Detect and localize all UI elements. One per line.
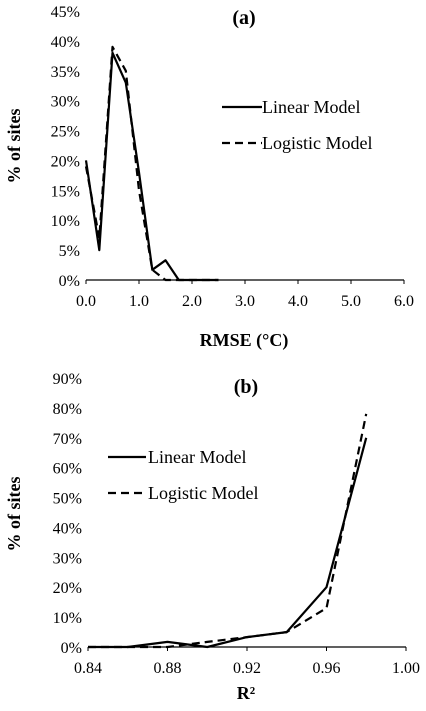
panel-b-logistic-model-line (88, 413, 368, 649)
panel-b-y-tick-label: 30% (53, 550, 82, 567)
panel-b-x-tick-labels: 0.84 0.88 0.92 0.96 1.00 (74, 647, 420, 677)
panel-b-label: (b) (234, 376, 258, 398)
panel-b-x-tick-label: 0.84 (74, 660, 102, 677)
panel-a-y-tick-label: 25% (51, 124, 80, 141)
panel-b-x-axis-title: R² (237, 683, 255, 703)
panel-b-y-tick-label: 40% (53, 520, 82, 537)
panel-a-logistic-model-line (84, 45, 219, 282)
panel-a-label: (a) (232, 7, 255, 29)
panel-a-y-tick-label: 30% (51, 94, 80, 111)
panel-b-y-tick-label: 70% (53, 431, 82, 448)
panel-b-y-tick-label: 50% (53, 491, 82, 508)
panel-b-y-axis-title: % of sites (4, 477, 24, 552)
panel-b-chart: (b) % of sites R² 0% 10% 20% 30% 40% 50% 60% 70… (4, 371, 420, 703)
panel-a-y-tick-label: 35% (51, 64, 80, 81)
panel-a-x-axis-title: RMSE (°C) (200, 330, 289, 351)
panel-b-legend-logistic-label: Logistic Model (148, 483, 259, 503)
panel-a-x-tick-label: 5.0 (341, 293, 361, 310)
panel-b-y-tick-label: 10% (53, 610, 82, 627)
panel-a-legend: Linear Model Logistic Model (222, 97, 373, 153)
panel-b-x-tick-label: 1.00 (392, 660, 420, 677)
panel-a-legend-linear-label: Linear Model (262, 97, 360, 117)
panel-a-y-tick-label: 15% (51, 183, 80, 200)
panel-a-x-tick-label: 2.0 (182, 293, 202, 310)
panel-a-y-tick-label: 45% (51, 4, 80, 21)
panel-a-x-tick-label: 3.0 (235, 293, 255, 310)
panel-a-y-tick-label: 20% (51, 153, 80, 170)
panel-a-chart: (a) % of sites RMSE (°C) 0% 5% 10% 15% 20% 25… (4, 4, 414, 351)
panel-a-x-tick-label: 6.0 (394, 293, 414, 310)
panel-b-y-tick-labels: 0% 10% 20% 30% 40% 50% 60% 70% 80% 90% (53, 371, 82, 657)
panel-a-y-axis-title: % of sites (4, 109, 24, 184)
panel-b-y-tick-label: 20% (53, 580, 82, 597)
panel-a-x-tick-label: 1.0 (129, 293, 149, 310)
panel-b-x-tick-label: 0.92 (233, 660, 261, 677)
panel-b-y-tick-label: 80% (53, 401, 82, 418)
panel-b-legend: Linear Model Logistic Model (108, 447, 259, 503)
panel-a-x-tick-label: 0.0 (76, 293, 96, 310)
panel-a-x-tick-label: 4.0 (288, 293, 308, 310)
panel-b-y-tick-label: 60% (53, 461, 82, 478)
panel-b-linear-model-line (88, 437, 368, 649)
panel-a-y-tick-label: 5% (59, 243, 80, 260)
panel-a-y-tick-label: 10% (51, 213, 80, 230)
panel-a-y-tick-label: 0% (59, 273, 80, 290)
panel-a-linear-model-line (84, 51, 219, 282)
panel-b-x-tick-label: 0.88 (154, 660, 182, 677)
panel-b-y-tick-label: 0% (61, 640, 82, 657)
panel-b-legend-linear-label: Linear Model (148, 447, 246, 467)
panel-a-y-tick-labels: 0% 5% 10% 15% 20% 25% 30% 35% 40% 45% (51, 4, 80, 290)
panel-a-y-tick-label: 40% (51, 34, 80, 51)
panel-b-x-tick-label: 0.96 (313, 660, 341, 677)
panel-b-y-tick-label: 90% (53, 371, 82, 388)
panel-a-legend-logistic-label: Logistic Model (262, 133, 373, 153)
panel-a-x-tick-labels: 0.0 1.0 2.0 3.0 4.0 5.0 6.0 (76, 280, 414, 310)
